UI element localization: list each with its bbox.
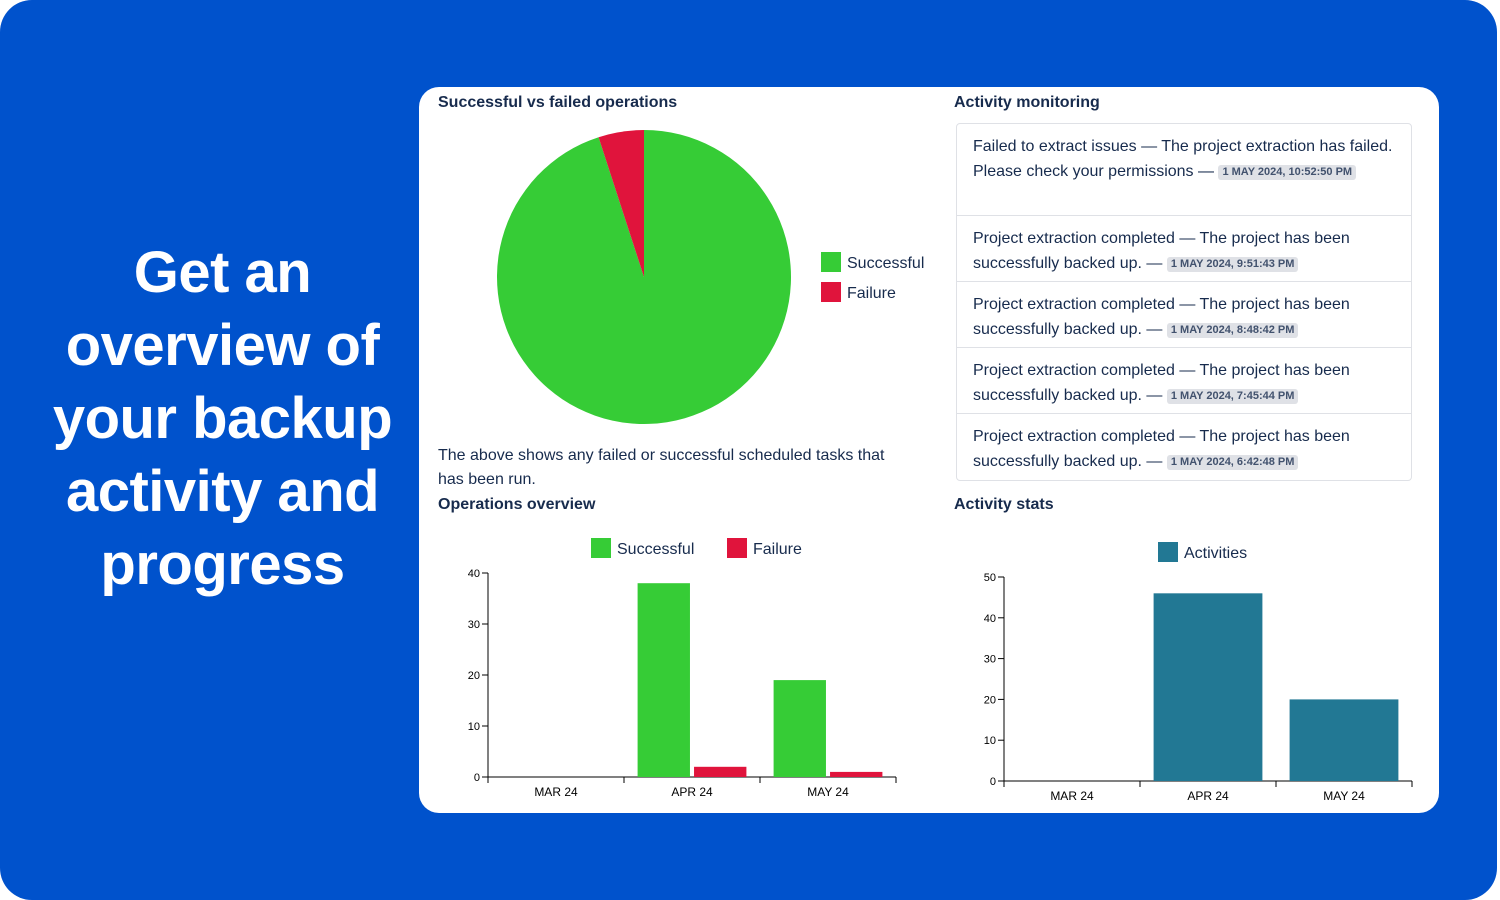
legend-label: Successful	[617, 541, 694, 558]
pie-slice-failure	[598, 130, 644, 277]
pie-description: The above shows any failed or successful…	[438, 447, 885, 488]
pie-section-title: Successful vs failed operations	[438, 94, 678, 111]
x-tick-label: MAR 24	[1050, 789, 1094, 803]
activity-timestamp: 1 MAY 2024, 8:48:42 PM	[1166, 323, 1299, 338]
y-tick-label: 10	[468, 721, 480, 733]
ops-section-title: Operations overview	[438, 496, 596, 513]
y-tick-label: 40	[984, 613, 996, 625]
x-tick-label: APR 24	[1187, 789, 1229, 803]
activity-text: Failed to extract issues — The project e…	[973, 138, 1393, 180]
activity-timestamp: 1 MAY 2024, 7:45:44 PM	[1166, 389, 1299, 404]
y-tick-label: 20	[984, 694, 996, 706]
dashboard-card: Successful vs failed operations Successf…	[419, 87, 1439, 813]
bar-failure	[830, 771, 883, 777]
legend-label: Failure	[847, 285, 896, 302]
activity-list: Failed to extract issues — The project e…	[956, 123, 1412, 481]
headline: Get an overview of your backup activity …	[52, 240, 393, 597]
x-tick-label: MAY 24	[807, 785, 849, 799]
operations-bar-chart: Successful Failure 0 10 20 30 40 MAR 24 APR 24 MA…	[468, 538, 897, 799]
activity-timestamp: 1 MAY 2024, 10:52:50 PM	[1218, 165, 1357, 180]
legend-swatch	[821, 282, 841, 302]
bar-successful	[773, 680, 826, 777]
y-tick-label: 0	[990, 776, 996, 788]
pie-chart: Successful Failure	[497, 130, 924, 424]
legend-swatch	[821, 252, 841, 272]
activity-item: Project extraction completed — The proje…	[957, 347, 1411, 413]
activity-text: Project extraction completed — The proje…	[973, 296, 1350, 338]
legend-swatch	[727, 538, 747, 558]
legend-label: Successful	[847, 255, 924, 272]
y-tick-label: 30	[984, 654, 996, 666]
legend-label: Failure	[753, 541, 802, 558]
y-tick-label: 50	[984, 572, 996, 584]
bar-successful	[637, 583, 690, 777]
activity-text: Project extraction completed — The proje…	[973, 362, 1350, 404]
bar-activities	[1153, 593, 1263, 781]
legend-swatch	[1158, 542, 1178, 562]
y-tick-label: 0	[474, 772, 480, 784]
x-tick-label: MAR 24	[534, 785, 578, 799]
activity-item: Project extraction completed — The proje…	[957, 281, 1411, 347]
activity-stats-bar-chart: Activities 0 10 20 30 40 50 MAR 24 APR 24 MAY 24	[984, 542, 1413, 803]
activity-item: Failed to extract issues — The project e…	[957, 124, 1411, 215]
activity-timestamp: 1 MAY 2024, 6:42:48 PM	[1166, 455, 1299, 470]
legend-label: Activities	[1184, 545, 1247, 562]
activity-text: Project extraction completed — The proje…	[973, 428, 1350, 470]
x-tick-label: APR 24	[671, 785, 713, 799]
x-tick-label: MAY 24	[1323, 789, 1365, 803]
activity-item: Project extraction completed — The proje…	[957, 215, 1411, 281]
activity-section-title: Activity monitoring	[954, 94, 1100, 111]
y-tick-label: 20	[468, 670, 480, 682]
y-tick-label: 10	[984, 735, 996, 747]
bar-failure	[694, 766, 747, 777]
activity-item: Project extraction completed — The proje…	[957, 413, 1411, 480]
activity-text: Project extraction completed — The proje…	[973, 230, 1350, 272]
y-tick-label: 30	[468, 619, 480, 631]
bar-activities	[1289, 699, 1399, 781]
legend-swatch	[591, 538, 611, 558]
stats-section-title: Activity stats	[954, 496, 1054, 513]
y-tick-label: 40	[468, 568, 480, 580]
activity-timestamp: 1 MAY 2024, 9:51:43 PM	[1166, 257, 1299, 272]
